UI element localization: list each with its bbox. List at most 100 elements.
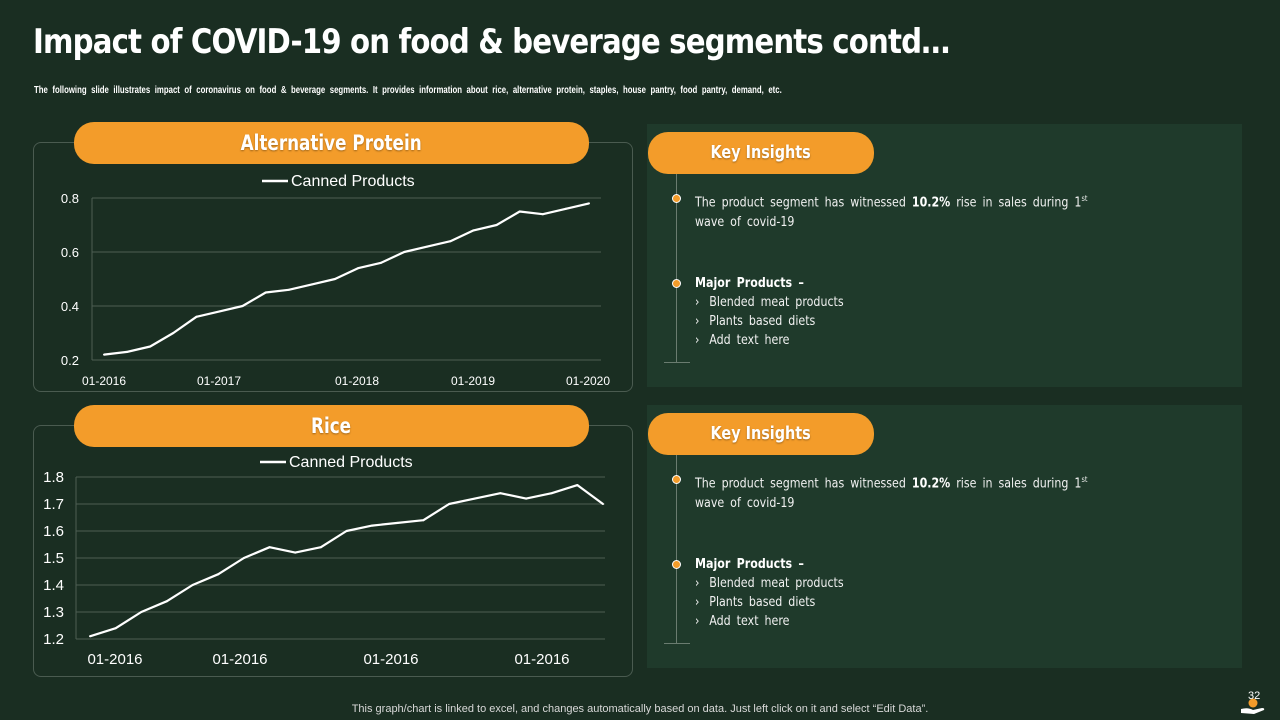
key-insights-pill: Key Insights <box>648 132 874 174</box>
data-point <box>195 315 198 318</box>
data-point <box>191 584 194 586</box>
data-point <box>499 492 502 495</box>
y-tick-label: 1.5 <box>43 550 64 567</box>
y-tick-label: 1.4 <box>43 577 64 594</box>
data-point <box>357 267 359 270</box>
data-point <box>518 210 521 213</box>
y-tick-label: 1.8 <box>43 469 64 486</box>
data-point <box>525 497 528 500</box>
insight-highlight: 10.2% <box>911 475 951 492</box>
data-point <box>294 551 297 554</box>
page-title: Impact of COVID-19 on food & beverage se… <box>33 22 950 62</box>
page-number: 32 <box>1248 690 1261 702</box>
bullet-dot-icon <box>672 475 681 484</box>
major-products-list: Major Products – › Blended meat products … <box>695 556 844 629</box>
data-point <box>242 557 245 559</box>
page-subtitle: The following slide illustrates impact o… <box>34 85 782 96</box>
y-tick-label: 0.2 <box>61 353 79 368</box>
x-tick-label: 01-2016 <box>514 651 569 668</box>
data-point <box>165 600 168 603</box>
chart-title: Rice <box>311 414 352 438</box>
data-point <box>550 492 553 495</box>
product-item: Blended meat products <box>709 294 844 310</box>
product-item: Add text here <box>709 613 790 629</box>
data-point <box>334 278 336 280</box>
x-tick-label: 01-2018 <box>335 374 379 388</box>
x-tick-label: 01-2020 <box>566 374 610 388</box>
y-tick-label: 0.8 <box>61 191 79 206</box>
y-tick-label: 0.6 <box>61 245 79 260</box>
key-insights-heading: Key Insights <box>710 423 812 444</box>
data-point <box>287 288 290 291</box>
timeline-end <box>664 362 690 363</box>
insight-text: The product segment has witnessed 10.2% … <box>695 475 1088 511</box>
product-item: Blended meat products <box>709 575 844 591</box>
data-point <box>473 497 476 500</box>
data-point <box>268 546 271 549</box>
legend-label: Canned Products <box>291 173 415 190</box>
product-item: Add text here <box>709 332 790 348</box>
alternative-protein-chart[interactable]: 0.2 0.4 0.6 0.8 01-2016 01-2017 01-2018 01-2019… <box>34 143 632 391</box>
chart-panel-alternative-protein[interactable]: 0.2 0.4 0.6 0.8 01-2016 01-2017 01-2018 01-2019… <box>33 142 633 392</box>
chart-title: Alternative Protein <box>240 131 423 155</box>
insight-highlight: 10.2% <box>911 194 951 211</box>
y-tick-label: 0.4 <box>61 299 79 314</box>
timeline-end <box>664 643 690 644</box>
data-point <box>403 251 406 253</box>
bullet-dot-icon <box>672 194 681 203</box>
major-products-title: Major Products – <box>695 556 804 572</box>
timeline-line <box>676 453 677 643</box>
legend-label: Canned Products <box>289 454 413 471</box>
data-point <box>319 546 322 549</box>
timeline-line <box>676 172 677 362</box>
y-tick-label: 1.2 <box>43 631 64 648</box>
insights-panel-1: The product segment has witnessed 10.2% … <box>647 124 1242 387</box>
insight-text: The product segment has witnessed 10.2% … <box>695 194 1088 230</box>
y-tick-label: 1.7 <box>43 496 64 513</box>
data-point <box>576 484 579 487</box>
product-item: Plants based diets <box>709 313 816 329</box>
major-products-list: Major Products – › Blended meat products … <box>695 275 844 348</box>
series-line <box>103 202 590 356</box>
data-point <box>264 291 267 294</box>
x-tick-label: 01-2016 <box>82 374 126 388</box>
y-tick-label: 1.3 <box>43 604 64 621</box>
data-point <box>103 353 105 356</box>
hand-coin-icon <box>1241 698 1265 714</box>
data-point <box>449 240 452 243</box>
series-line <box>89 483 604 638</box>
data-point <box>345 530 348 532</box>
data-point <box>602 503 604 505</box>
data-point <box>541 213 544 216</box>
data-point <box>140 611 143 613</box>
data-point <box>396 521 399 524</box>
product-item: Plants based diets <box>709 594 816 610</box>
data-point <box>217 573 220 576</box>
data-point <box>126 350 129 353</box>
data-point <box>564 207 567 210</box>
chart-panel-rice[interactable]: 1.2 1.3 1.4 1.5 1.6 1.7 1.8 01-2016 01-2016 01-20… <box>33 425 633 677</box>
data-point <box>172 332 175 334</box>
x-tick-label: 01-2017 <box>197 374 241 388</box>
footer-note: This graph/chart is linked to excel, and… <box>351 703 929 715</box>
key-insights-heading: Key Insights <box>710 142 812 163</box>
data-point <box>380 261 383 264</box>
major-products-title: Major Products – <box>695 275 804 291</box>
chart-title-pill: Alternative Protein <box>74 122 589 164</box>
x-tick-label: 01-2019 <box>451 374 495 388</box>
x-tick-label: 01-2016 <box>212 651 267 668</box>
data-point <box>241 305 244 307</box>
data-point <box>114 627 117 630</box>
x-tick-label: 01-2016 <box>87 651 142 668</box>
x-tick-label: 01-2016 <box>363 651 418 668</box>
data-point <box>588 202 590 205</box>
data-point <box>310 283 313 286</box>
data-point <box>89 635 91 638</box>
y-tick-label: 1.6 <box>43 523 64 540</box>
data-point <box>218 310 221 313</box>
bullet-dot-icon <box>672 279 681 288</box>
data-point <box>426 245 429 248</box>
data-point <box>422 519 425 522</box>
rice-chart[interactable]: 1.2 1.3 1.4 1.5 1.6 1.7 1.8 01-2016 01-2016 01-20… <box>34 426 632 676</box>
bullet-dot-icon <box>672 560 681 569</box>
